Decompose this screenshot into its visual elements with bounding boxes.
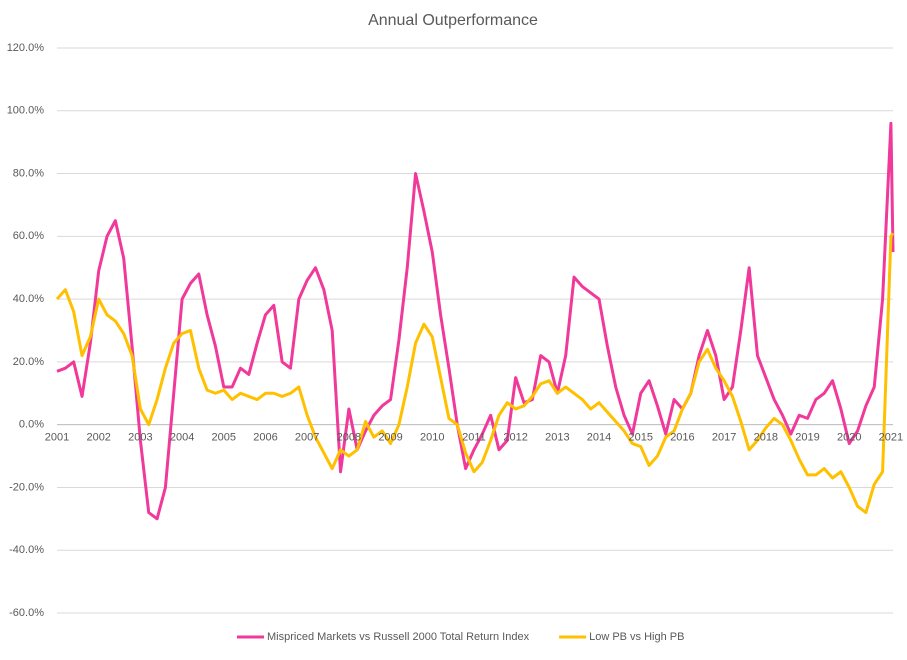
series-line (55, 232, 895, 515)
y-tick-label: -60.0% (9, 607, 44, 619)
chart-title: Annual Outperformance (368, 12, 538, 29)
x-tick-label: 2019 (795, 432, 819, 444)
x-tick-label: 2010 (420, 432, 444, 444)
x-tick-label: 2004 (170, 432, 194, 444)
y-tick-label: -40.0% (9, 544, 44, 556)
x-tick-label: 2013 (545, 432, 569, 444)
x-tick-label: 2007 (295, 432, 319, 444)
x-tick-label: 2005 (212, 432, 236, 444)
y-tick-label: 80.0% (13, 167, 44, 179)
y-tick-label: 20.0% (13, 356, 44, 368)
x-tick-label: 2002 (86, 432, 110, 444)
x-tick-label: 2017 (712, 432, 736, 444)
legend-label: Mispriced Markets vs Russell 2000 Total … (267, 631, 530, 643)
y-tick-label: -20.0% (9, 481, 44, 493)
x-tick-label: 2016 (670, 432, 694, 444)
y-tick-label: 40.0% (13, 293, 44, 305)
x-tick-label: 2008 (337, 432, 361, 444)
x-tick-label: 2003 (128, 432, 152, 444)
x-tick-label: 2011 (462, 432, 486, 444)
x-tick-label: 2021 (879, 432, 903, 444)
x-tick-label: 2012 (503, 432, 527, 444)
y-tick-label: 0.0% (19, 419, 44, 431)
y-tick-label: 100.0% (7, 105, 45, 117)
y-tick-label: 120.0% (7, 42, 45, 54)
legend-label: Low PB vs High PB (589, 631, 684, 643)
x-tick-label: 2014 (587, 432, 611, 444)
x-tick-label: 2006 (253, 432, 277, 444)
x-tick-label: 2018 (754, 432, 778, 444)
x-tick-label: 2015 (628, 432, 652, 444)
x-tick-label: 2009 (378, 432, 402, 444)
series-line (56, 121, 895, 521)
x-tick-label: 2001 (45, 432, 69, 444)
x-tick-label: 2020 (837, 432, 861, 444)
y-tick-label: 60.0% (13, 230, 44, 242)
